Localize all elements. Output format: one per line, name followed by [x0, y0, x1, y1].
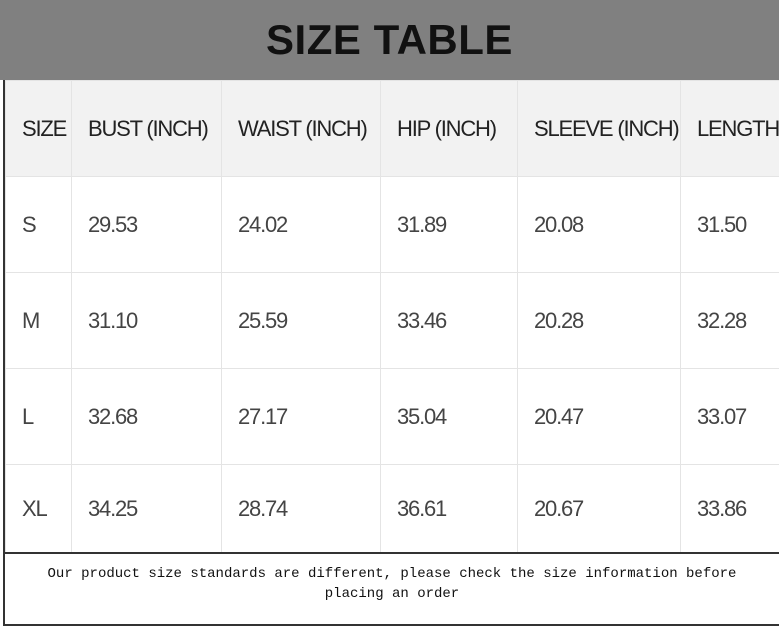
column-header: LENGTH (INCH): [680, 80, 779, 177]
column-header: HIP (INCH): [380, 80, 518, 177]
table-cell: 27.17: [221, 368, 381, 465]
table-cell: XL: [5, 464, 72, 552]
title: SIZE TABLE: [266, 16, 513, 63]
header: SIZE TABLE: [0, 0, 779, 80]
table-row: L 32.68 27.17 35.04 20.47 33.07: [5, 368, 779, 465]
table-cell: M: [5, 272, 72, 369]
table-cell: L: [5, 368, 72, 465]
size-table: SIZE BUST (INCH) WAIST (INCH) HIP (INCH) SLE…: [5, 80, 779, 552]
table-cell: 20.08: [517, 176, 681, 273]
table-cell: 25.59: [221, 272, 381, 369]
table-cell: 24.02: [221, 176, 381, 273]
table-row: M 31.10 25.59 33.46 20.28 32.28: [5, 272, 779, 369]
table-wrap: SIZE BUST (INCH) WAIST (INCH) HIP (INCH) SLE…: [3, 80, 779, 552]
table-cell: 29.53: [71, 176, 222, 273]
header-row: SIZE BUST (INCH) WAIST (INCH) HIP (INCH) SLE…: [5, 80, 779, 177]
table-cell: 36.61: [380, 464, 518, 552]
table-cell: 20.47: [517, 368, 681, 465]
table-cell: 32.68: [71, 368, 222, 465]
table-body: S 29.53 24.02 31.89 20.08 31.50 M 31.10 25.59 33.…: [5, 176, 779, 552]
column-header: WAIST (INCH): [221, 80, 381, 177]
table-cell: S: [5, 176, 72, 273]
table-cell: 34.25: [71, 464, 222, 552]
footer: Our product size standards are different…: [3, 552, 779, 626]
column-header: BUST (INCH): [71, 80, 222, 177]
table-cell: 20.28: [517, 272, 681, 369]
table-cell: 31.50: [680, 176, 779, 273]
table-row: XL 34.25 28.74 36.61 20.67 33.86: [5, 464, 779, 552]
table-row: S 29.53 24.02 31.89 20.08 31.50: [5, 176, 779, 273]
table-cell: 33.46: [380, 272, 518, 369]
footer-note: Our product size standards are different…: [47, 566, 737, 602]
table-cell: 28.74: [221, 464, 381, 552]
table-cell: 31.10: [71, 272, 222, 369]
column-header: SLEEVE (INCH): [517, 80, 681, 177]
table-cell: 33.07: [680, 368, 779, 465]
table-cell: 35.04: [380, 368, 518, 465]
table-cell: 32.28: [680, 272, 779, 369]
table-cell: 20.67: [517, 464, 681, 552]
column-header: SIZE: [5, 80, 72, 177]
table-cell: 31.89: [380, 176, 518, 273]
table-cell: 33.86: [680, 464, 779, 552]
